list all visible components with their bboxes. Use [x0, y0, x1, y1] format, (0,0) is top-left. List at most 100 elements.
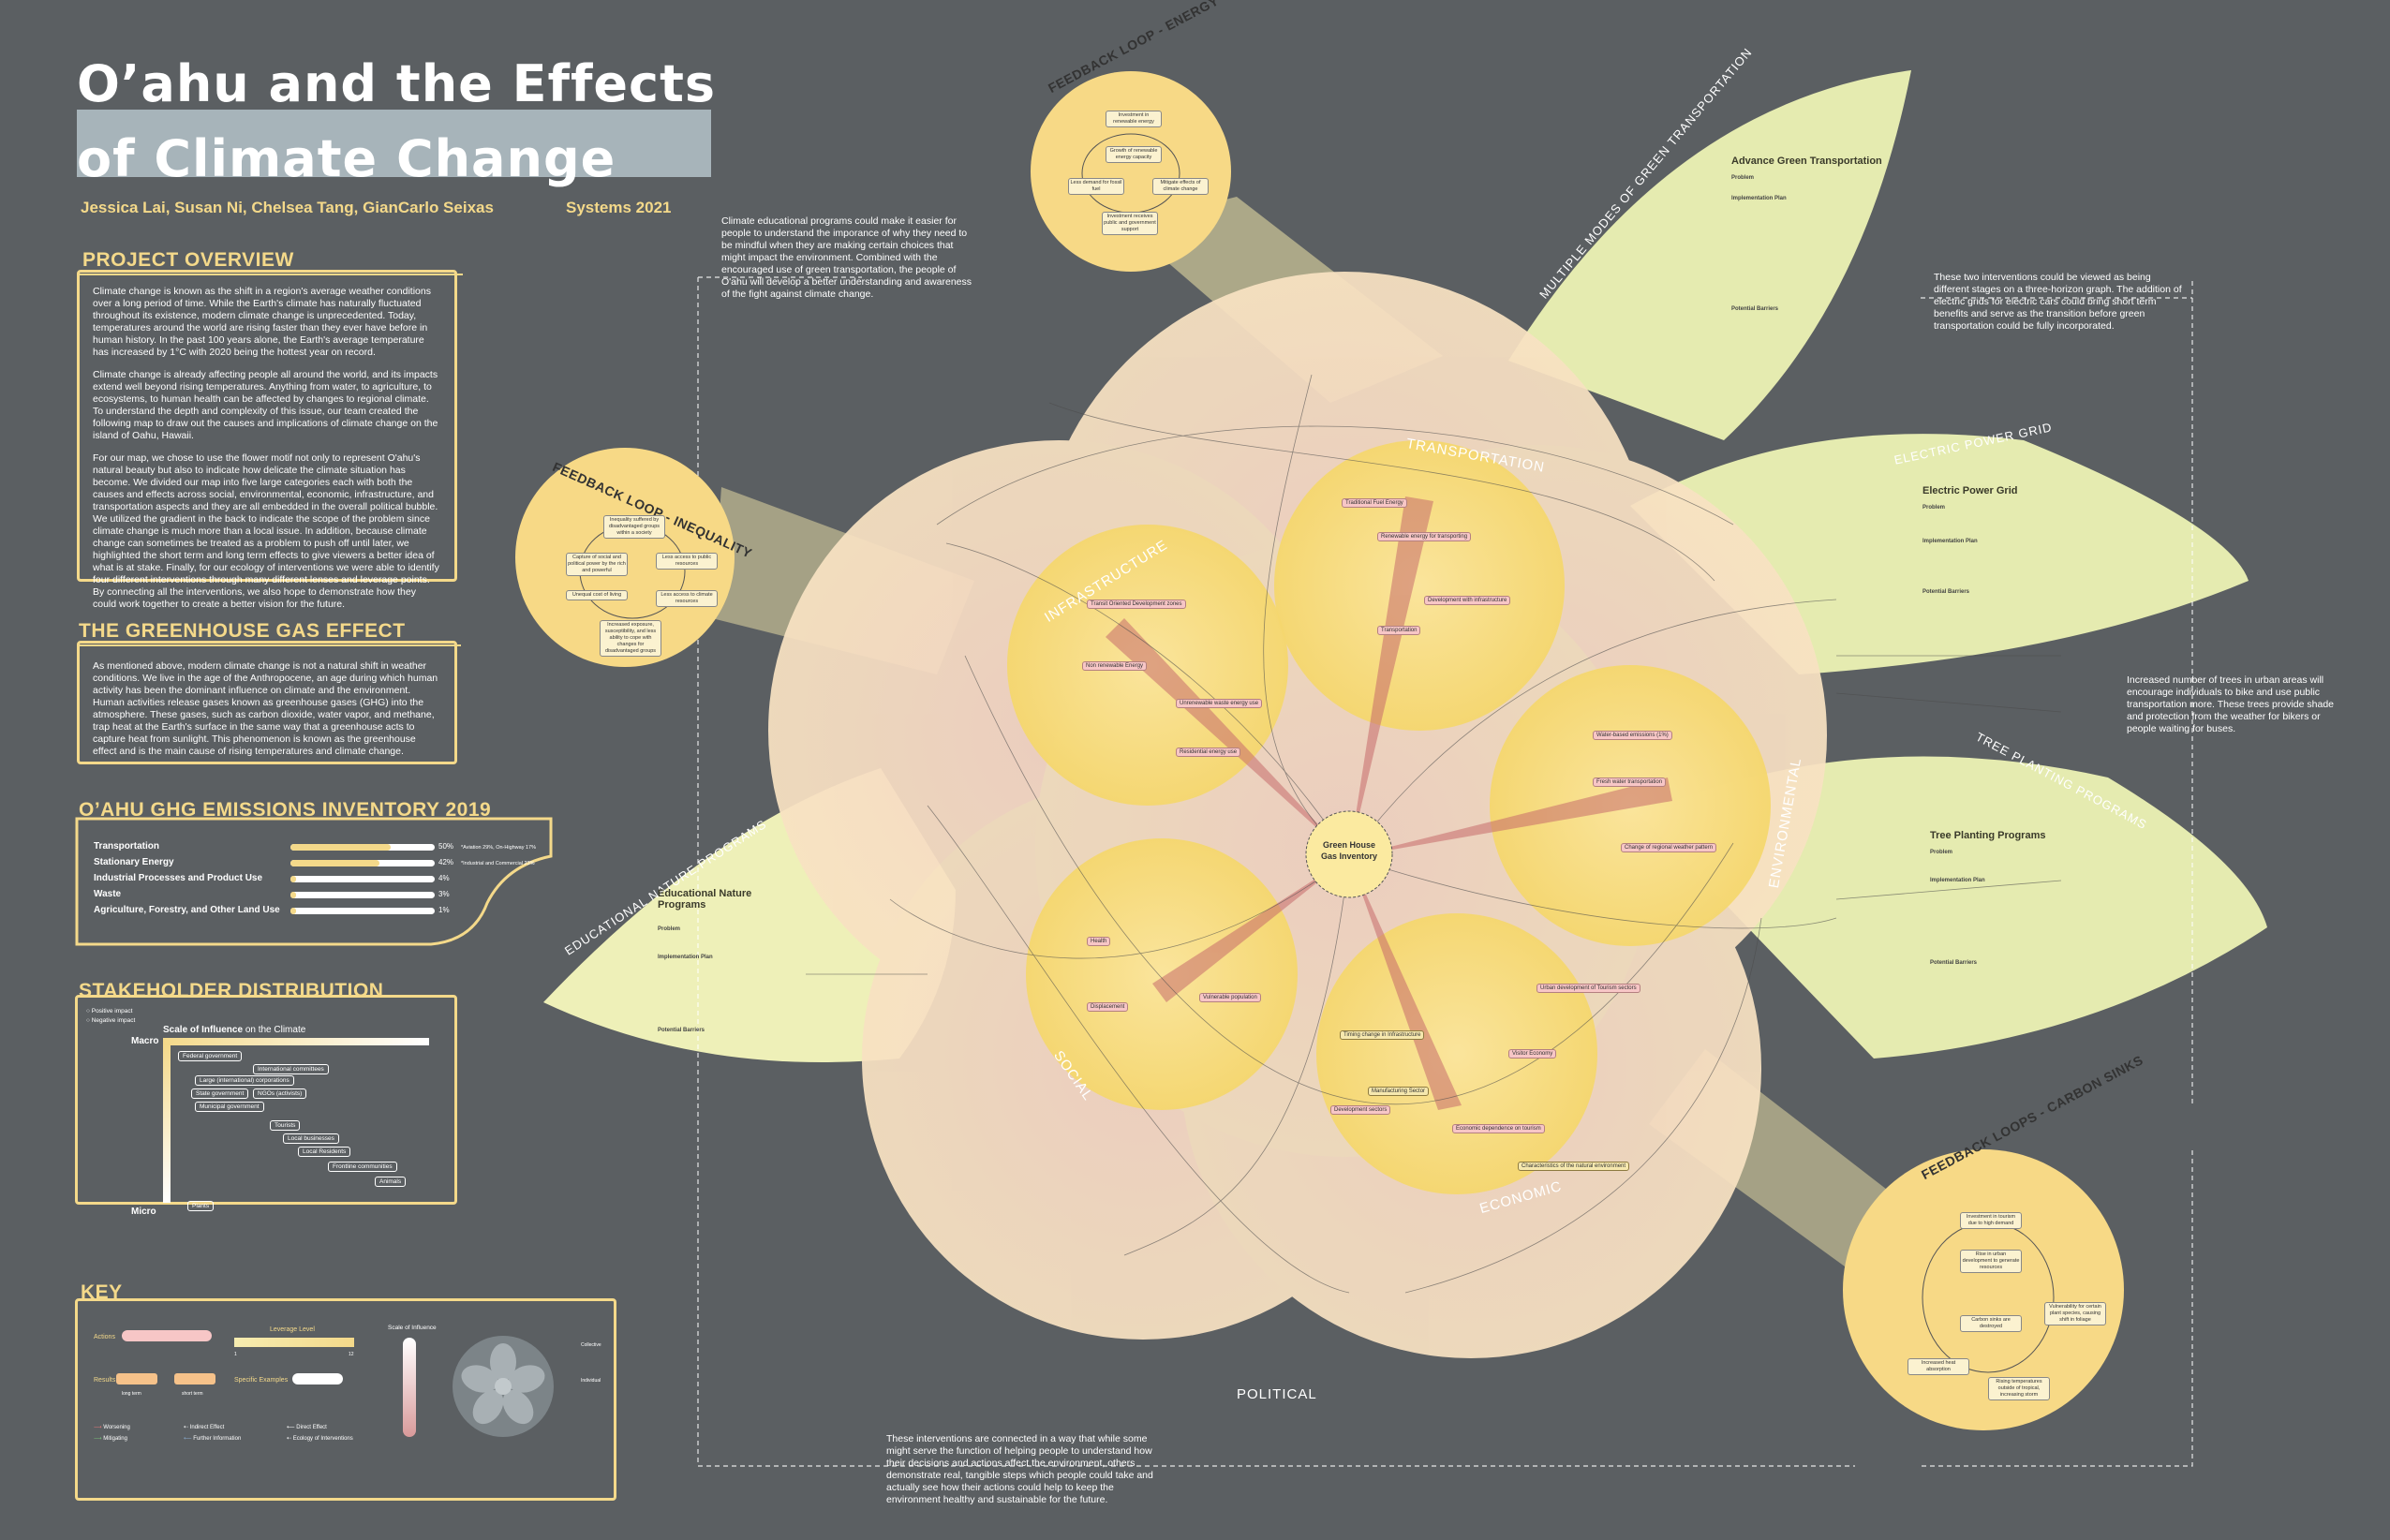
action-node: Development with infrastructure: [1424, 596, 1511, 605]
feedback-energy-circle: [1031, 71, 1231, 272]
overview-paragraph: Climate change is already affecting peop…: [93, 369, 438, 441]
greenhouse-text: As mentioned above, modern climate chang…: [93, 660, 438, 757]
ghg-percent: 1%: [438, 906, 450, 914]
key-further: ⟵ Further Information: [184, 1436, 242, 1442]
note-horizon: These two interventions could be viewed …: [1934, 272, 2182, 332]
ghg-bar: [290, 892, 296, 898]
section-rule: [77, 644, 461, 646]
lev-low: 1: [234, 1352, 237, 1357]
result-node: Characteristics of the natural environme…: [1518, 1162, 1630, 1171]
page-title-line2: of Climate Change: [77, 129, 616, 188]
course-label: Systems 2021: [566, 199, 672, 216]
feedback-node: Investment in tourism due to high demand: [1960, 1212, 2022, 1229]
feedback-carbon-circle: [1843, 1149, 2124, 1430]
action-node: Vulnerable population: [1199, 993, 1261, 1002]
action-node: Residential energy use: [1176, 748, 1241, 757]
action-node: Urban development of Tourism sectors: [1536, 984, 1640, 993]
key-collective: Collective: [581, 1342, 601, 1348]
greenhouse-box: As mentioned above, modern climate chang…: [77, 641, 457, 764]
stakeholder-tag: State government: [191, 1088, 249, 1099]
result-node: Manufacturing Sector: [1368, 1087, 1430, 1096]
ghg-bar: [290, 908, 296, 914]
ghg-row-label: Industrial Processes and Product Use: [94, 873, 263, 883]
stakeholder-tag: Plants: [187, 1201, 215, 1211]
key-ecology: ⇠ Ecology of Interventions: [287, 1436, 353, 1442]
center-label: Green House Gas Inventory: [1320, 840, 1378, 861]
stakeholder-tag: Frontline communities: [328, 1162, 397, 1172]
key-specific-pill: [292, 1373, 343, 1385]
action-node: Unrenewable waste energy use: [1176, 699, 1263, 708]
short-term-label: short term: [182, 1391, 203, 1397]
key-scale-thermometer: [403, 1338, 416, 1437]
ghg-row-label: Waste: [94, 889, 122, 899]
action-node: Change of regional weather pattern: [1621, 843, 1717, 852]
action-node: Non renewable Energy: [1082, 661, 1148, 671]
long-term-label: long term: [122, 1391, 141, 1397]
feedback-node: Carbon sinks are destroyed: [1960, 1315, 2022, 1332]
ghg-bar: [290, 844, 391, 851]
project-overview-heading: PROJECT OVERVIEW: [82, 249, 294, 271]
feedback-node: Capture of social and political power by…: [566, 553, 628, 576]
stakeholder-tag: Tourists: [270, 1120, 301, 1131]
ghg-bar-track: [290, 876, 435, 882]
overview-paragraph: Climate change is known as the shift in …: [93, 286, 431, 358]
section-rule: [79, 274, 463, 275]
ghg-bar-track: [290, 908, 435, 914]
feedback-node: Inequality suffered by disadvantaged gro…: [603, 515, 665, 539]
feedback-node: Less access to public resources: [656, 553, 718, 570]
feedback-node: Growth of renewable energy capacity: [1106, 146, 1162, 163]
ghg-rows: Transportation 50% *Aviation 29%, On-Highw…: [94, 841, 543, 944]
petal-social: [1026, 838, 1298, 1110]
leaf-panel-tree-planting: Tree Planting Programs Problem Implement…: [1930, 830, 2046, 966]
leaf-panel-educational: Educational Nature Programs Problem Impl…: [658, 888, 752, 1033]
ghg-bar: [290, 876, 297, 882]
key-actions-label: Actions: [94, 1334, 115, 1340]
page-title-line1: O’ahu and the Effects: [77, 54, 717, 113]
note-education: Climate educational programs could make …: [721, 215, 972, 300]
key-flower-icon: [453, 1336, 554, 1437]
stakeholder-tag: Local Residents: [298, 1147, 351, 1157]
feedback-node: Investment receives public and governmen…: [1102, 212, 1158, 235]
action-node: Fresh water transportation: [1593, 777, 1667, 787]
ghg-percent: 4%: [438, 874, 450, 882]
action-node: Transit Oriented Development zones: [1087, 600, 1186, 609]
feedback-node: Investment in renewable energy: [1106, 111, 1162, 127]
lev-high: 12: [349, 1352, 354, 1357]
action-node: Renewable energy for transporting: [1377, 532, 1472, 541]
key-results-label: Results: [94, 1377, 116, 1384]
action-node: Visitor Economy: [1508, 1049, 1557, 1059]
action-node: Development sectors: [1330, 1105, 1391, 1115]
feedback-node: Rising temperatures outside of tropical,…: [1988, 1377, 2050, 1400]
action-node: Displacement: [1087, 1002, 1129, 1012]
feedback-node: Less access to climate resources: [656, 590, 718, 607]
feedback-node: Increased exposure, susceptibility, and …: [600, 620, 661, 657]
key-direct: ⟵ Direct Effect: [287, 1425, 327, 1430]
ghg-row-label: Transportation: [94, 841, 160, 851]
leaf-panel-electric-grid: Electric Power Grid Problem Implementati…: [1922, 485, 2018, 595]
ghg-bar: [290, 860, 379, 866]
key-scale-label: Scale of Influence: [388, 1325, 437, 1331]
overview-paragraph: For our map, we chose to use the flower …: [93, 452, 439, 610]
action-node: Transportation: [1377, 626, 1421, 635]
key-action-pill: [122, 1330, 212, 1341]
action-node: Health: [1087, 937, 1111, 946]
ghg-percent: 3%: [438, 890, 450, 898]
stakeholder-tag: Animals: [375, 1177, 407, 1187]
center-rays: [1106, 496, 1672, 1110]
dashed-frame: [697, 276, 2193, 1467]
feedback-node: Rise in urban development to generate re…: [1960, 1250, 2022, 1273]
key-leverage-label: Leverage Level: [270, 1326, 315, 1333]
stakeholder-tag: Municipal government: [195, 1102, 264, 1112]
key-mitigating: ⟶ Mitigating: [94, 1436, 127, 1442]
key-individual: Individual: [581, 1378, 601, 1384]
feedback-node: Vulnerability for certain plant species,…: [2044, 1302, 2106, 1325]
stakeholder-box: [75, 995, 457, 1205]
stakeholder-tag: International committees: [253, 1064, 329, 1074]
ghg-percent: 50%: [438, 842, 454, 851]
ghg-heading: O’AHU GHG EMISSIONS INVENTORY 2019: [79, 799, 492, 821]
action-node: Water-based emissions (1%): [1593, 731, 1672, 740]
note-connected: These interventions are connected in a w…: [886, 1433, 1153, 1505]
action-node: Economic dependence on tourism: [1452, 1124, 1545, 1133]
key-heading: KEY: [81, 1281, 123, 1303]
